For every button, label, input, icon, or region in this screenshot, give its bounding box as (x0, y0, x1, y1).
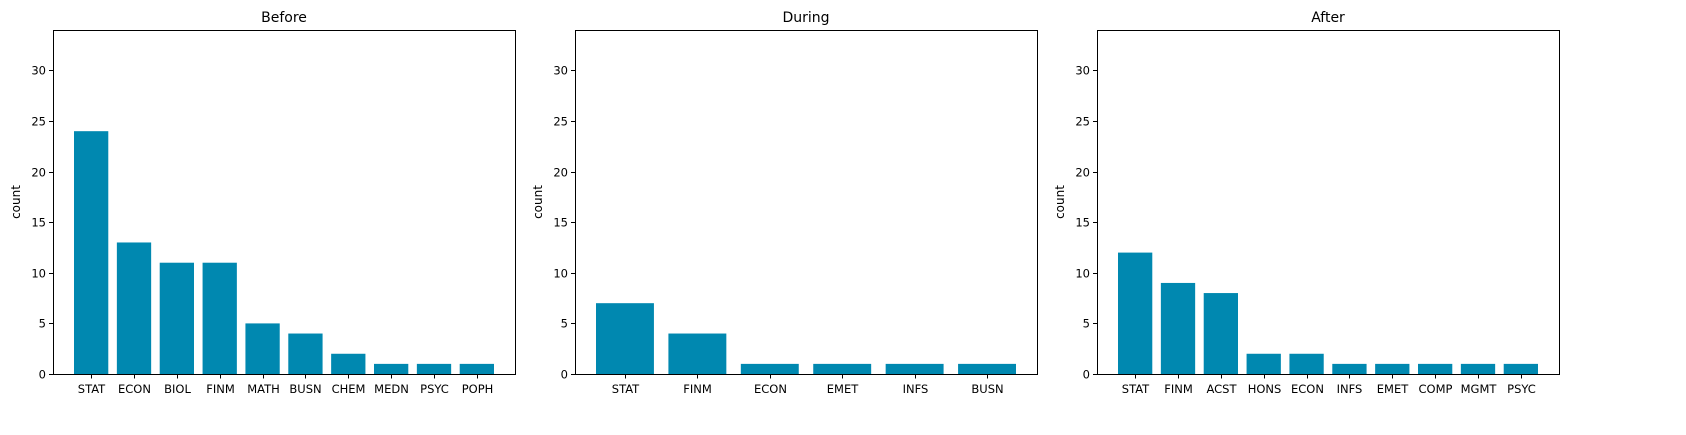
y-tick-label: 0 (1083, 368, 1090, 382)
bar-emet (1375, 363, 1410, 374)
bar-poph (459, 363, 494, 374)
bar-busn (288, 333, 323, 374)
y-axis-label: count (9, 185, 23, 219)
x-tick-label: POPH (462, 382, 494, 396)
bar-chem (331, 353, 366, 374)
bar-mgmt (1460, 363, 1496, 374)
bar-econ (116, 242, 152, 374)
y-tick-label: 15 (553, 216, 568, 230)
y-tick-label: 25 (31, 115, 46, 129)
y-tick-label: 0 (561, 368, 568, 382)
x-tick-label: ECON (1291, 382, 1324, 396)
y-tick-label: 10 (553, 267, 568, 281)
chart-title: Before (261, 10, 307, 26)
bar-econ (740, 363, 799, 374)
x-tick-label: FINM (683, 382, 712, 396)
y-tick-label: 15 (31, 216, 46, 230)
y-tick-label: 30 (553, 64, 568, 78)
x-tick-label: FINM (206, 382, 235, 396)
bar-psyc (416, 363, 452, 374)
bar-biol (159, 262, 194, 374)
bar-infs (885, 363, 944, 374)
y-tick-label: 10 (1075, 267, 1090, 281)
bar-busn (958, 363, 1016, 374)
x-tick-label: BUSN (971, 382, 1003, 396)
y-tick-label: 25 (553, 115, 568, 129)
bar-emet (813, 363, 872, 374)
x-tick-label: MEDN (374, 382, 409, 396)
bar-finm (202, 262, 237, 374)
x-tick-label: ECON (118, 382, 151, 396)
x-tick-label: EMET (827, 382, 859, 396)
chart-title: During (782, 10, 829, 26)
bar-finm (668, 333, 727, 374)
chart-title: After (1311, 10, 1345, 26)
y-tick-label: 10 (31, 267, 46, 281)
x-tick-label: STAT (78, 382, 106, 396)
chart-panel-before: 0 5 10 15 20 25 30 STAT ECON BIOL FINM MATH BUSN CHEM… (9, 10, 516, 396)
x-tick-label: FINM (1164, 382, 1193, 396)
bar-stat (74, 131, 109, 374)
x-tick-label: INFS (903, 382, 929, 396)
bar-acst (1203, 293, 1238, 374)
y-tick-label: 20 (553, 166, 568, 180)
chart-panel-after: 0 5 10 15 20 25 30 STAT FINM ACST HONS ECON INFS EMET… (1053, 10, 1560, 396)
x-tick-label: ECON (754, 382, 787, 396)
x-tick-label: STAT (612, 382, 640, 396)
x-tick-label: INFS (1337, 382, 1363, 396)
x-tick-label: MATH (247, 382, 280, 396)
bar-infs (1332, 363, 1367, 374)
bar-hons (1246, 353, 1281, 374)
x-tick-label: HONS (1248, 382, 1282, 396)
y-tick-label: 30 (31, 64, 46, 78)
bar-econ (1289, 353, 1324, 374)
y-tick-label: 25 (1075, 115, 1090, 129)
chart-panel-during: 0 5 10 15 20 25 30 STAT FINM ECON EMET INFS BUSN Duri… (531, 10, 1038, 396)
x-tick-label: BIOL (164, 382, 191, 396)
bar-finm (1160, 282, 1196, 374)
y-tick-label: 0 (39, 368, 46, 382)
x-tick-label: COMP (1419, 382, 1453, 396)
x-tick-label: EMET (1377, 382, 1409, 396)
bar-stat (596, 303, 654, 374)
x-tick-label: ACST (1206, 382, 1237, 396)
bar-comp (1418, 363, 1453, 374)
plot-frame (575, 30, 1038, 375)
y-axis-label: count (531, 185, 545, 219)
y-tick-label: 20 (31, 166, 46, 180)
y-tick-label: 30 (1075, 64, 1090, 78)
y-tick-label: 20 (1075, 166, 1090, 180)
y-tick-label: 5 (39, 317, 46, 331)
plot-frame (53, 30, 516, 375)
y-tick-label: 5 (1083, 317, 1090, 331)
y-tick-label: 5 (561, 317, 568, 331)
x-tick-label: PSYC (420, 382, 449, 396)
x-tick-label: MGMT (1461, 382, 1498, 396)
x-tick-label: STAT (1122, 382, 1150, 396)
x-tick-label: CHEM (332, 382, 366, 396)
plot-frame (1097, 30, 1560, 375)
bar-psyc (1503, 363, 1538, 374)
bar-medn (374, 363, 409, 374)
y-tick-label: 15 (1075, 216, 1090, 230)
bar-stat (1118, 252, 1153, 374)
x-tick-label: BUSN (289, 382, 321, 396)
bar-math (245, 323, 280, 374)
y-axis-label: count (1053, 185, 1067, 219)
x-tick-label: PSYC (1507, 382, 1536, 396)
